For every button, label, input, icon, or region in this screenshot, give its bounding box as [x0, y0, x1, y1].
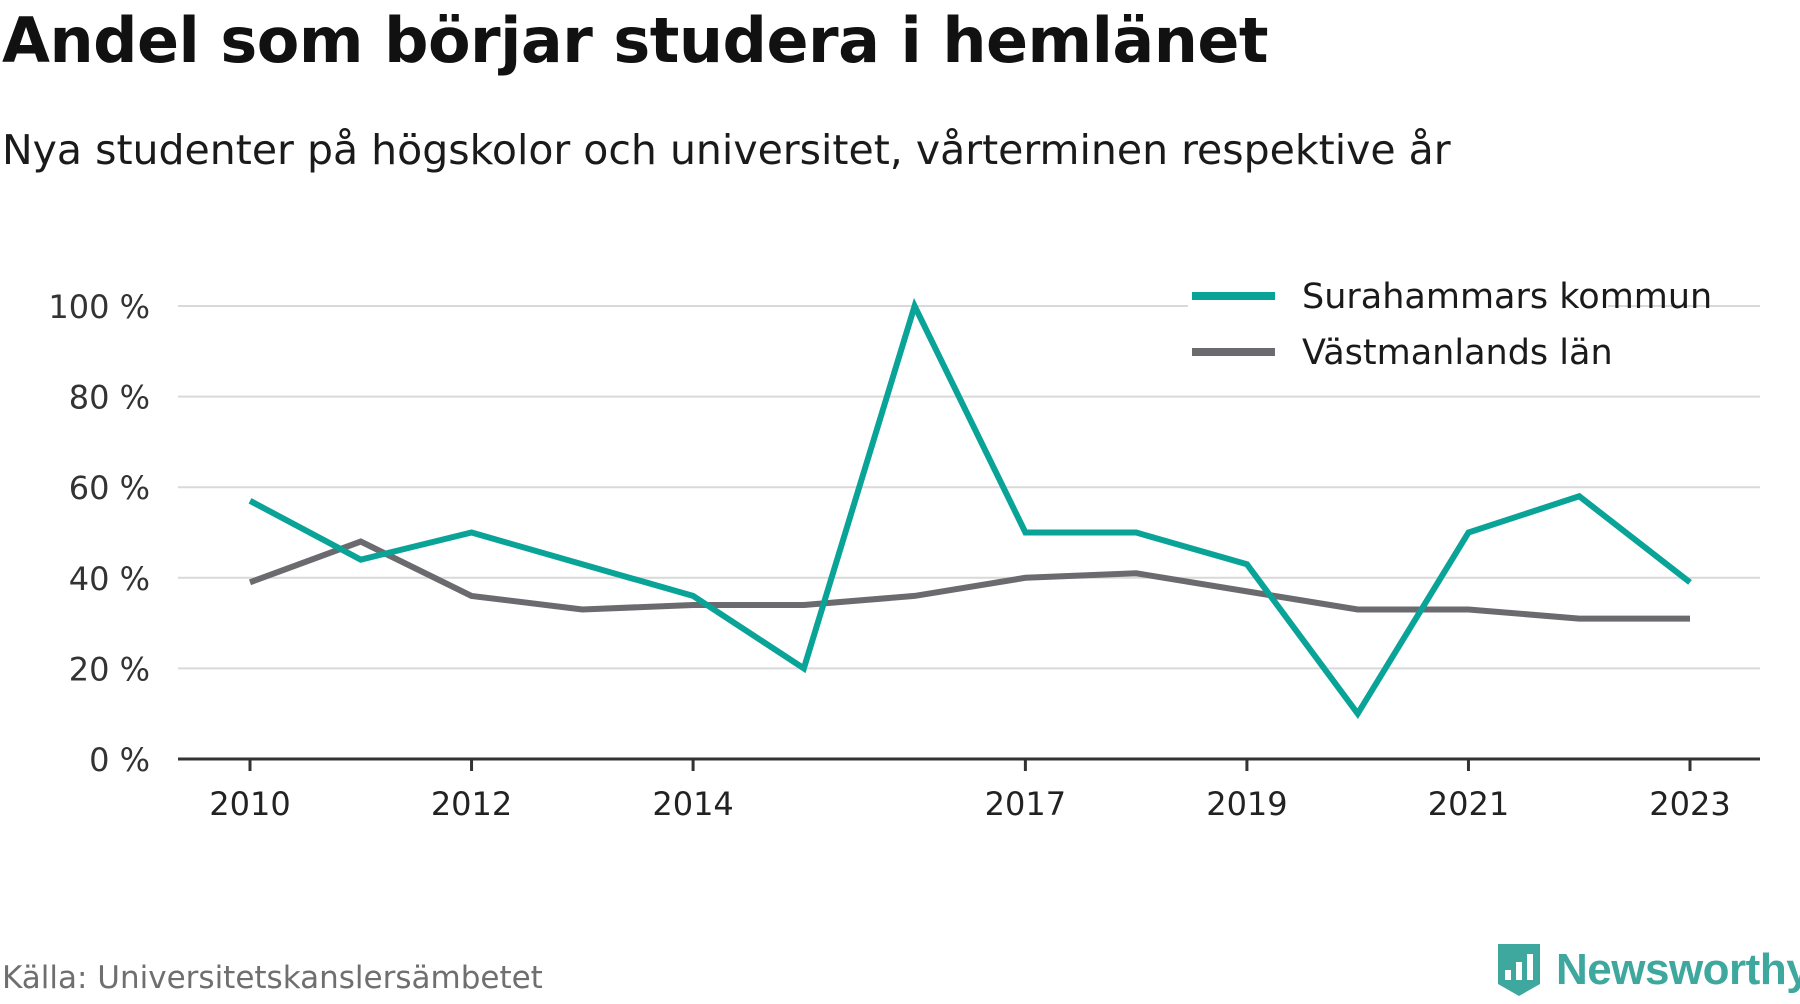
x-tick-label: 2010	[209, 785, 290, 823]
y-tick-label: 100 %	[48, 288, 150, 326]
chart-subtitle: Nya studenter på högskolor och universit…	[2, 126, 1451, 174]
series-line-1	[248, 297, 1692, 720]
y-tick-label: 0 %	[89, 741, 150, 779]
y-tick-label: 60 %	[69, 469, 150, 507]
x-tick-label: 2021	[1428, 785, 1509, 823]
legend-backdrop	[1188, 334, 1608, 382]
brand-logo: Newsworthy	[1494, 940, 1800, 1000]
legend-label: Surahammars kommun	[1302, 277, 1712, 317]
x-tick-label: 2017	[985, 785, 1066, 823]
bar-chart-badge-icon	[1498, 944, 1540, 996]
chart-title: Andel som börjar studera i hemlänet	[2, 4, 1269, 77]
y-tick-label: 40 %	[69, 560, 150, 598]
brand-name: Newsworthy	[1556, 945, 1800, 994]
x-tick-label: 2014	[652, 785, 733, 823]
legend-label: Västmanlands län	[1302, 333, 1613, 373]
x-tick-label: 2023	[1649, 785, 1730, 823]
legend-backdrop	[1188, 278, 1608, 326]
x-tick-label: 2012	[431, 785, 512, 823]
y-tick-label: 20 %	[69, 650, 150, 688]
x-tick-label: 2019	[1206, 785, 1287, 823]
source-note: Källa: Universitetskanslersämbetet	[2, 960, 543, 996]
y-tick-label: 80 %	[69, 379, 150, 417]
series-line-2	[248, 538, 1690, 622]
